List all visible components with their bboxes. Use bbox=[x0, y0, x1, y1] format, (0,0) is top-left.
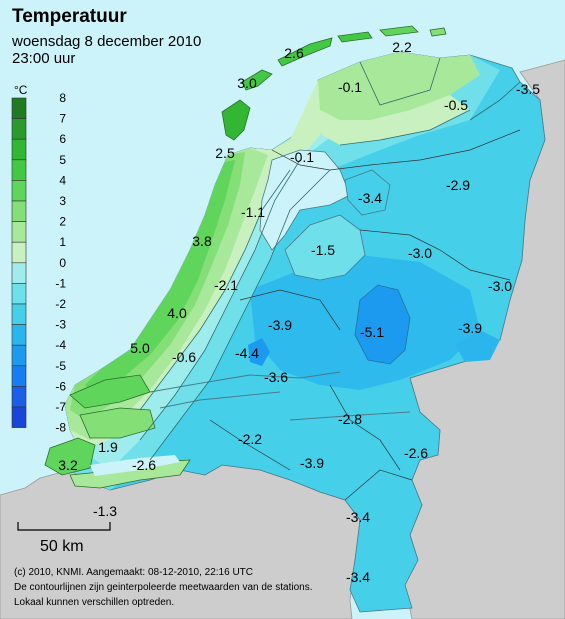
station-temperature: -0.1 bbox=[338, 79, 362, 95]
map-title: Temperatuur bbox=[12, 6, 127, 27]
disclaimer-line-1: De contourlijnen zijn geinterpoleerde me… bbox=[14, 582, 313, 593]
legend-label: -8 bbox=[55, 421, 66, 432]
legend-label: 4 bbox=[59, 173, 66, 187]
station-temperature: -0.6 bbox=[172, 349, 196, 365]
scale-label: 50 km bbox=[40, 538, 84, 555]
legend-label: 1 bbox=[59, 235, 66, 249]
schiermonnikoog bbox=[379, 25, 419, 37]
station-temperature: 2.6 bbox=[284, 45, 304, 61]
legend-label: 5 bbox=[59, 153, 66, 167]
station-temperature: -3.4 bbox=[346, 509, 370, 525]
zone-north-green bbox=[318, 52, 480, 120]
legend-label: 0 bbox=[59, 256, 66, 270]
station-temperature: -0.5 bbox=[444, 97, 468, 113]
station-temperature: -0.1 bbox=[290, 149, 314, 165]
westerschelde bbox=[90, 455, 180, 476]
station-temperature: -3.6 bbox=[264, 369, 288, 385]
station-temperature: -2.9 bbox=[446, 177, 470, 193]
ameland bbox=[337, 31, 373, 43]
cold-spot-utrecht bbox=[248, 338, 270, 366]
legend-label: -3 bbox=[55, 318, 66, 332]
scale-bar bbox=[17, 522, 111, 531]
vlieland bbox=[241, 69, 273, 91]
terschelling bbox=[277, 37, 333, 67]
map-time: 23:00 uur bbox=[12, 50, 76, 67]
station-temperature: -3.4 bbox=[346, 569, 370, 585]
zone-north-light bbox=[320, 95, 470, 145]
legend-label: 8 bbox=[59, 92, 66, 105]
station-temperature: 1.9 bbox=[98, 439, 118, 455]
station-temperature: -2.8 bbox=[338, 411, 362, 427]
legend-label: 3 bbox=[59, 194, 66, 208]
station-temperature: -3.5 bbox=[516, 81, 540, 97]
province-borders bbox=[209, 129, 521, 501]
legend-label: -1 bbox=[55, 276, 66, 290]
zeeland-middle bbox=[79, 407, 156, 439]
legend-label: -7 bbox=[55, 400, 66, 414]
disclaimer-line-2: Lokaal kunnen verschillen optreden. bbox=[14, 597, 175, 608]
legend-unit: °C bbox=[14, 83, 28, 97]
station-temperature: -3.0 bbox=[408, 245, 432, 261]
legend-label: 6 bbox=[59, 132, 66, 146]
legend-label: -5 bbox=[55, 359, 66, 373]
station-temperature: -3.9 bbox=[268, 317, 292, 333]
contour-lines bbox=[139, 57, 521, 461]
legend-label: 7 bbox=[59, 112, 66, 126]
legend-swatch bbox=[11, 406, 27, 428]
station-temperature: -2.6 bbox=[404, 445, 428, 461]
texel bbox=[221, 99, 251, 141]
station-temperature: -3.0 bbox=[488, 278, 512, 294]
zone-plus4 bbox=[85, 160, 235, 395]
flevoland bbox=[284, 214, 366, 281]
station-temperature: -1.3 bbox=[93, 503, 117, 519]
station-temperature: 3.0 bbox=[237, 75, 257, 91]
rottumeroog bbox=[429, 27, 447, 37]
station-temperature: 2.5 bbox=[215, 145, 235, 161]
station-temperature: -2.6 bbox=[132, 457, 156, 473]
ijsselmeer bbox=[259, 149, 351, 251]
station-temperature: -2.2 bbox=[238, 431, 262, 447]
station-temperature: 4.0 bbox=[167, 305, 187, 321]
station-temperature: 3.8 bbox=[192, 233, 212, 249]
station-temperature: 5.0 bbox=[130, 340, 150, 356]
walcheren bbox=[44, 437, 96, 476]
color-legend: 8 7 6 5 4 3 2 1 0 -1 -2 -3 -4 -5 -6 -7 -8 bbox=[11, 92, 66, 432]
river-lines bbox=[149, 371, 411, 421]
legend-label: -4 bbox=[55, 338, 66, 352]
station-temperature: -5.1 bbox=[360, 324, 384, 340]
station-temperature: -2.1 bbox=[214, 277, 238, 293]
copyright-line: (c) 2010, KNMI. Aangemaakt: 08-12-2010, … bbox=[14, 567, 254, 578]
coldest-region bbox=[354, 284, 411, 365]
station-temperature: -1.1 bbox=[241, 204, 265, 220]
station-temperature: -4.4 bbox=[235, 345, 259, 361]
station-temperature: -3.4 bbox=[358, 190, 382, 206]
cold-region-achterhoek bbox=[455, 330, 500, 362]
legend-label: -2 bbox=[55, 297, 66, 311]
legend-label: -6 bbox=[55, 379, 66, 393]
station-temperature: -3.9 bbox=[458, 320, 482, 336]
station-temperature: -3.9 bbox=[300, 455, 324, 471]
noordoostpolder bbox=[344, 169, 391, 216]
station-temperature: -1.5 bbox=[311, 242, 335, 258]
station-temperature: 3.2 bbox=[58, 457, 78, 473]
legend-label: 2 bbox=[59, 215, 66, 229]
map-date: woensdag 8 december 2010 bbox=[12, 33, 202, 50]
station-temperature: 2.2 bbox=[392, 39, 412, 55]
